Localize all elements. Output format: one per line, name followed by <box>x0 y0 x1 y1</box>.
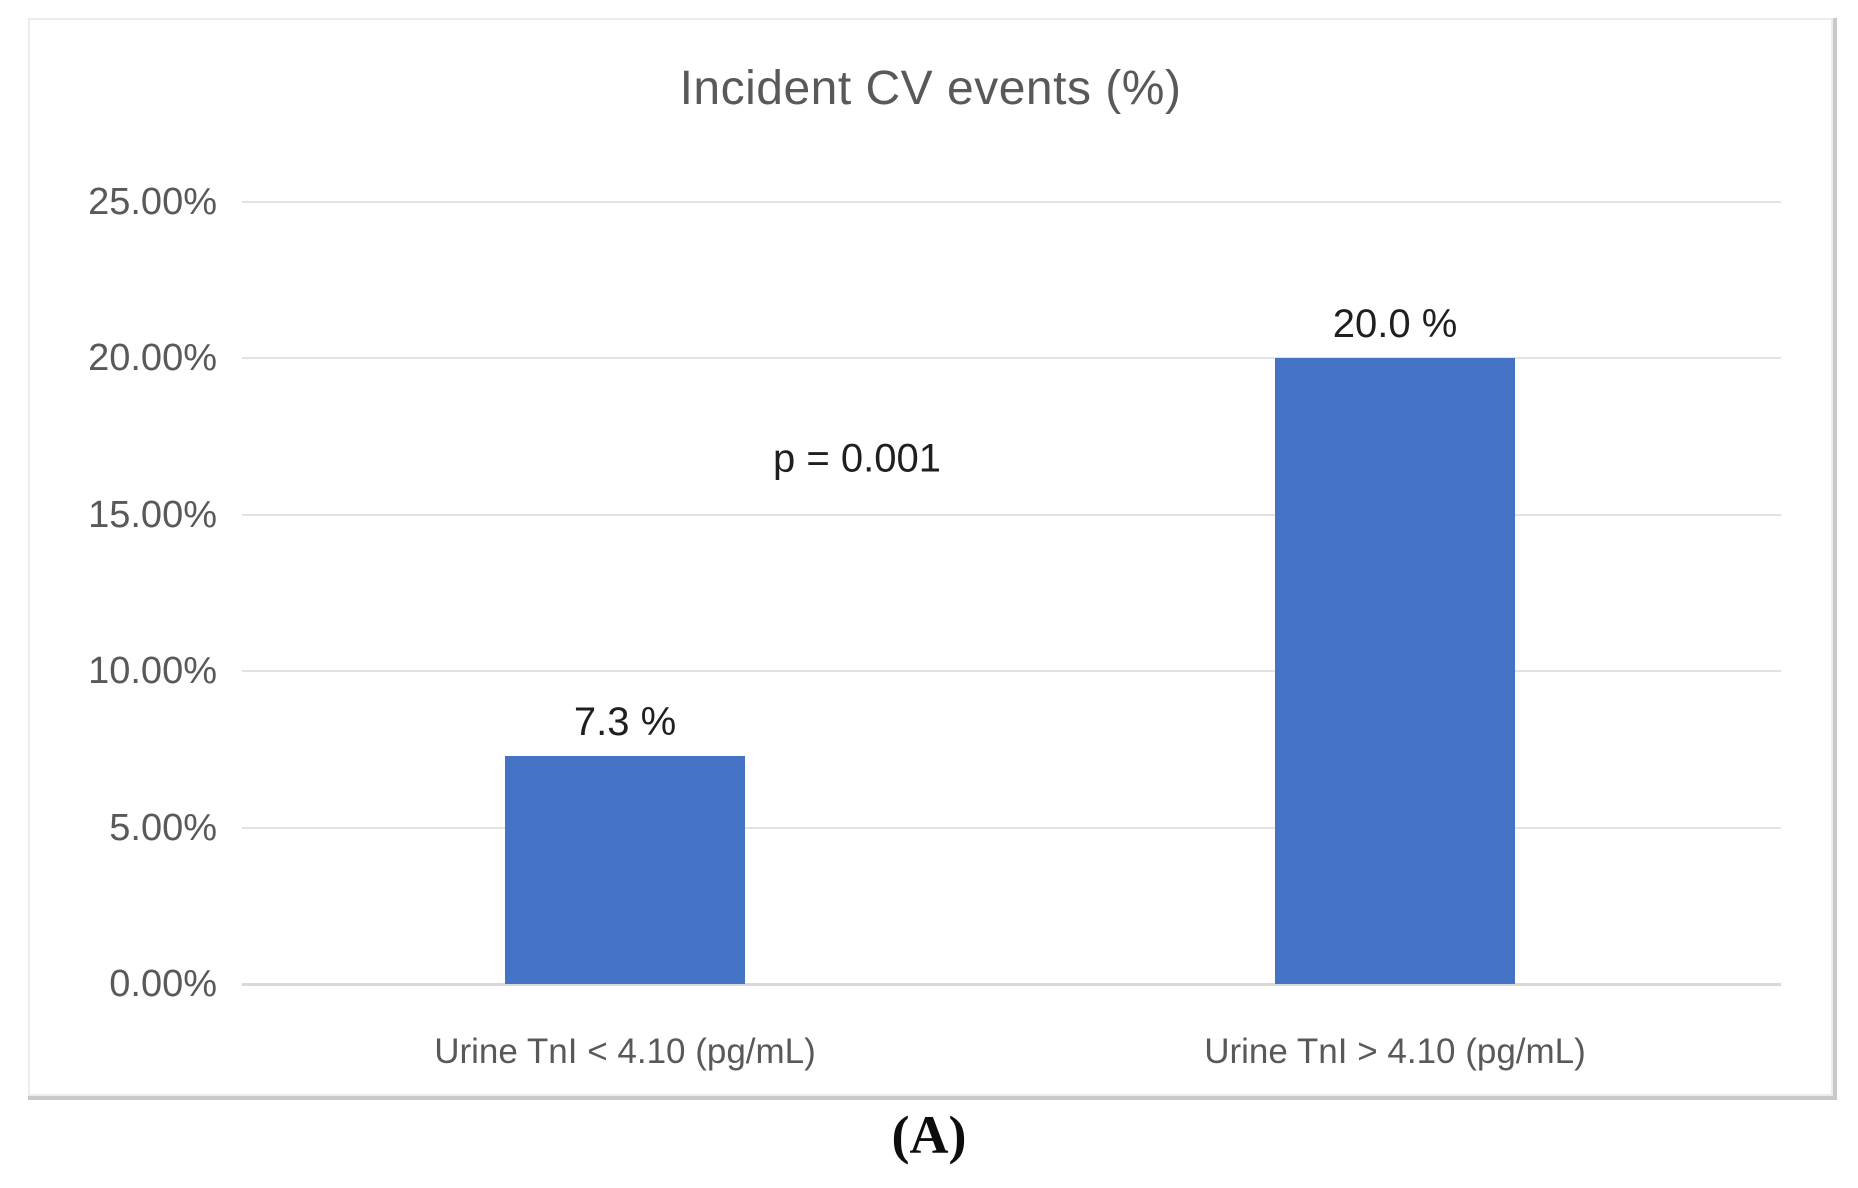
x-axis-category-label: Urine TnI < 4.10 (pg/mL) <box>434 1032 816 1071</box>
y-axis-tick-label: 15.00% <box>88 493 217 536</box>
bar-category-1 <box>505 755 745 984</box>
figure-caption: (A) <box>891 1105 967 1165</box>
gridline-25pct <box>242 201 1781 203</box>
plot-area: p = 0.001 0.00% 5.00% 10.00% 15.00% 20.00% 25… <box>30 20 1831 1094</box>
gridline-5pct <box>242 826 1781 829</box>
y-axis-tick-label: 5.00% <box>109 806 217 849</box>
y-axis-tick-label: 0.00% <box>109 963 217 1005</box>
gridline-0pct <box>242 983 1781 986</box>
p-value-annotation: p = 0.001 <box>773 436 941 481</box>
chart-title: Incident CV events (%) <box>679 62 1182 115</box>
bar-data-label: 20.0 % <box>1332 302 1458 347</box>
bar-category-2 <box>1275 358 1515 984</box>
gridline-20pct <box>242 357 1781 360</box>
gridline-10pct <box>242 670 1781 673</box>
y-axis-tick-label: 20.00% <box>88 337 217 380</box>
chart-frame: Incident CV events (%) p = 0.001 0.00% 5.… <box>28 18 1833 1096</box>
gridline-15pct <box>242 513 1781 516</box>
x-axis-category-label: Urine TnI > 4.10 (pg/mL) <box>1204 1032 1586 1071</box>
bar-data-label: 7.3 % <box>573 699 677 744</box>
y-axis-tick-label: 10.00% <box>88 650 217 693</box>
y-axis-tick-label: 25.00% <box>88 181 217 223</box>
